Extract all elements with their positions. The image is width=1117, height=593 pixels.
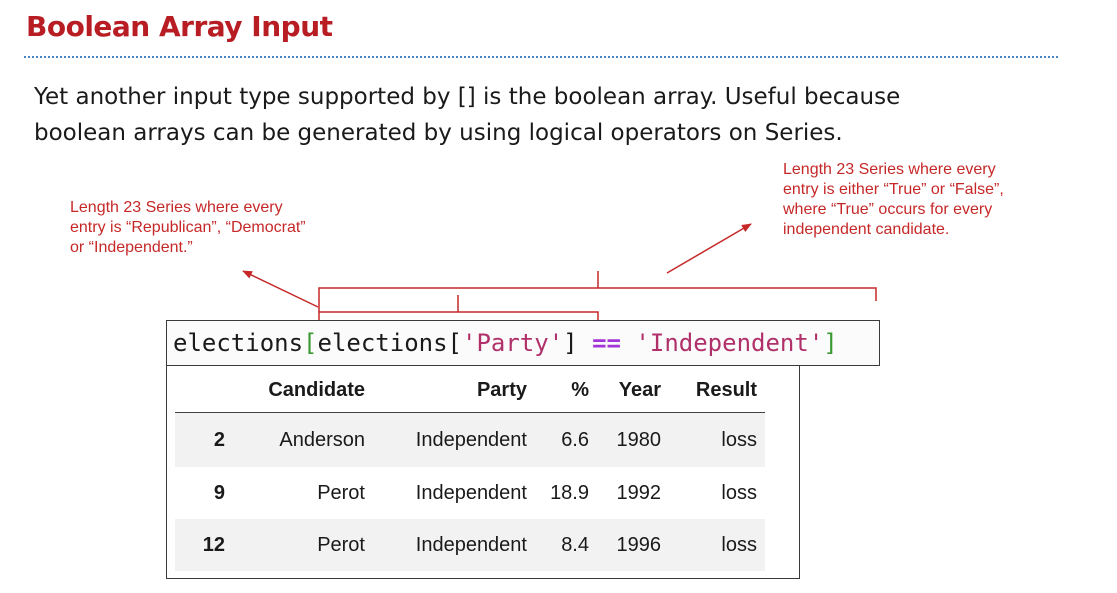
column-header-year: Year — [597, 368, 669, 413]
annotation-right-line-3: where “True” occurs for every — [783, 201, 993, 218]
slide-title: Boolean Array Input — [26, 10, 333, 43]
cell-party: Independent — [415, 428, 527, 451]
body-text-line-2: boolean arrays can be generated by using… — [34, 120, 843, 146]
cell-year: 1980 — [616, 428, 662, 451]
code-token-open-bracket: [ — [303, 329, 318, 357]
cell-year: 1996 — [616, 533, 662, 556]
cell-candidate: Perot — [317, 481, 365, 504]
dataframe-table: Candidate Party % Year Result 2 Anderson… — [175, 368, 765, 571]
left-arrow — [242, 270, 319, 308]
annotation-left-line-2: entry is “Republican”, “Democrat” — [70, 219, 306, 236]
annotation-left-line-3: or “Independent.” — [70, 239, 193, 256]
code-token-dataframe: elections — [173, 329, 304, 357]
column-header-candidate: Candidate — [233, 368, 373, 413]
table-row: 9 Perot Independent 18.9 1992 loss — [175, 467, 765, 519]
code-token-space-2 — [621, 329, 635, 357]
annotation-left: Length 23 Series where every entry is “R… — [70, 198, 410, 258]
cell-result: loss — [721, 428, 757, 451]
code-token-inner-close: ] — [563, 329, 578, 357]
code-token-party-string: 'Party' — [462, 329, 564, 357]
cell-result: loss — [721, 481, 757, 504]
code-token-inner-expression: elections[ — [317, 329, 463, 357]
code-token-space — [578, 329, 592, 357]
outer-brace — [318, 287, 877, 312]
cell-result: loss — [721, 533, 757, 556]
cell-party: Independent — [415, 533, 527, 556]
table-row: 12 Perot Independent 8.4 1996 loss — [175, 519, 765, 571]
annotation-right: Length 23 Series where every entry is ei… — [783, 160, 1103, 240]
annotation-right-line-1: Length 23 Series where every — [783, 161, 996, 178]
annotation-right-line-4: independent candidate. — [783, 221, 950, 238]
cell-percent: 18.9 — [550, 481, 589, 504]
table-row: 2 Anderson Independent 6.6 1980 loss — [175, 412, 765, 467]
right-arrow — [666, 223, 752, 274]
cell-percent: 8.4 — [561, 533, 589, 556]
code-token-equality-operator: == — [592, 329, 621, 357]
row-index: 12 — [202, 533, 225, 556]
column-header-percent: % — [535, 368, 597, 413]
cell-party: Independent — [415, 481, 527, 504]
row-index: 2 — [213, 428, 225, 451]
code-token-close-bracket: ] — [823, 329, 838, 357]
body-text-line-1: Yet another input type supported by [] i… — [34, 84, 901, 110]
dataframe-output: Candidate Party % Year Result 2 Anderson… — [166, 366, 800, 579]
table-header-row: Candidate Party % Year Result — [175, 368, 765, 413]
cell-candidate: Anderson — [279, 428, 365, 451]
column-header-party: Party — [373, 368, 535, 413]
cell-percent: 6.6 — [561, 428, 589, 451]
index-header — [175, 368, 233, 413]
title-divider — [24, 56, 1058, 58]
annotation-left-line-1: Length 23 Series where every — [70, 199, 283, 216]
row-index: 9 — [213, 481, 225, 504]
annotation-right-line-2: entry is either “True” or “False”, — [783, 181, 1004, 198]
cell-candidate: Perot — [317, 533, 365, 556]
code-token-independent-string: 'Independent' — [635, 329, 824, 357]
code-cell-input: elections[elections['Party'] == 'Indepen… — [166, 320, 880, 366]
cell-year: 1992 — [616, 481, 662, 504]
column-header-result: Result — [669, 368, 765, 413]
